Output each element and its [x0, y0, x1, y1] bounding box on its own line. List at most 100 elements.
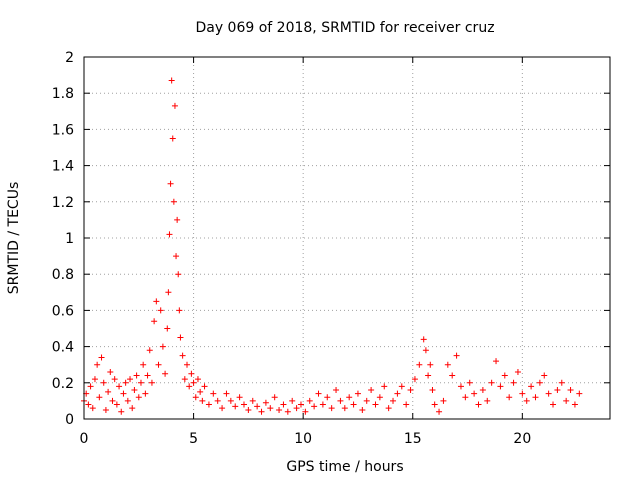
data-point: [271, 394, 278, 401]
data-point: [240, 401, 247, 408]
data-point: [236, 394, 243, 401]
y-tick-label: 0.6: [52, 303, 74, 319]
data-point: [153, 298, 160, 305]
data-point: [359, 406, 366, 413]
data-point: [177, 334, 184, 341]
data-point: [98, 354, 105, 361]
data-point: [223, 390, 230, 397]
data-point: [514, 368, 521, 375]
data-point: [122, 379, 129, 386]
data-point: [519, 390, 526, 397]
data-point: [192, 394, 199, 401]
data-point: [205, 401, 212, 408]
y-tick-label: 0.2: [52, 376, 74, 392]
data-point: [135, 394, 142, 401]
data-point: [194, 376, 201, 383]
data-point: [354, 390, 361, 397]
data-point: [170, 198, 177, 205]
data-point: [368, 387, 375, 394]
data-point: [394, 390, 401, 397]
data-point: [162, 370, 169, 377]
data-point: [87, 383, 94, 390]
data-point: [324, 394, 331, 401]
x-tick-label: 0: [80, 431, 89, 447]
data-point: [276, 406, 283, 413]
data-point: [457, 383, 464, 390]
data-point: [120, 390, 127, 397]
data-point: [571, 401, 578, 408]
data-point: [484, 397, 491, 404]
grid-lines: [84, 57, 610, 419]
data-point: [142, 390, 149, 397]
data-point: [227, 397, 234, 404]
data-point: [96, 394, 103, 401]
data-point: [493, 358, 500, 365]
data-point: [111, 376, 118, 383]
data-point: [576, 390, 583, 397]
data-point: [385, 405, 392, 412]
plot-area-background: [84, 57, 610, 419]
y-tick-label: 0.4: [52, 340, 74, 356]
data-point: [133, 372, 140, 379]
data-point: [479, 387, 486, 394]
data-point: [506, 394, 513, 401]
data-point: [411, 376, 418, 383]
data-point: [199, 397, 206, 404]
data-point: [105, 388, 112, 395]
data-point: [155, 361, 162, 368]
data-point: [510, 379, 517, 386]
data-point: [453, 352, 460, 359]
data-point: [319, 401, 326, 408]
data-point: [315, 390, 322, 397]
data-point: [137, 379, 144, 386]
data-point: [328, 405, 335, 412]
data-point: [151, 318, 158, 325]
data-point: [444, 361, 451, 368]
data-point: [118, 408, 125, 415]
data-point: [148, 379, 155, 386]
data-point: [528, 383, 535, 390]
data-point: [197, 388, 204, 395]
data-point: [184, 361, 191, 368]
data-point: [333, 387, 340, 394]
y-tick-label: 2: [65, 50, 74, 66]
data-point: [422, 347, 429, 354]
x-tick-label: 10: [294, 431, 312, 447]
data-point: [462, 394, 469, 401]
data-points: [81, 77, 583, 415]
data-point: [201, 383, 208, 390]
data-point: [431, 401, 438, 408]
data-point: [173, 253, 180, 260]
data-point: [311, 403, 318, 410]
data-point: [85, 401, 92, 408]
data-point: [219, 405, 226, 412]
data-point: [466, 379, 473, 386]
data-point: [363, 397, 370, 404]
y-tick-label: 1.6: [52, 122, 74, 138]
y-tick-label: 1.8: [52, 86, 74, 102]
data-point: [497, 383, 504, 390]
data-point: [350, 401, 357, 408]
data-point: [337, 397, 344, 404]
x-tick-label: 15: [404, 431, 422, 447]
data-point: [144, 372, 151, 379]
y-tick-label: 0.8: [52, 267, 74, 283]
data-point: [210, 390, 217, 397]
data-point: [449, 372, 456, 379]
data-point: [440, 397, 447, 404]
data-point: [425, 372, 432, 379]
data-point: [157, 307, 164, 314]
data-point: [293, 405, 300, 412]
data-point: [390, 397, 397, 404]
data-point: [254, 403, 261, 410]
data-point: [164, 325, 171, 332]
data-point: [267, 405, 274, 412]
data-point: [190, 379, 197, 386]
data-point: [488, 379, 495, 386]
data-point: [113, 401, 120, 408]
data-point: [175, 271, 182, 278]
data-point: [176, 307, 183, 314]
data-point: [159, 343, 166, 350]
data-point: [372, 401, 379, 408]
data-point: [501, 372, 508, 379]
